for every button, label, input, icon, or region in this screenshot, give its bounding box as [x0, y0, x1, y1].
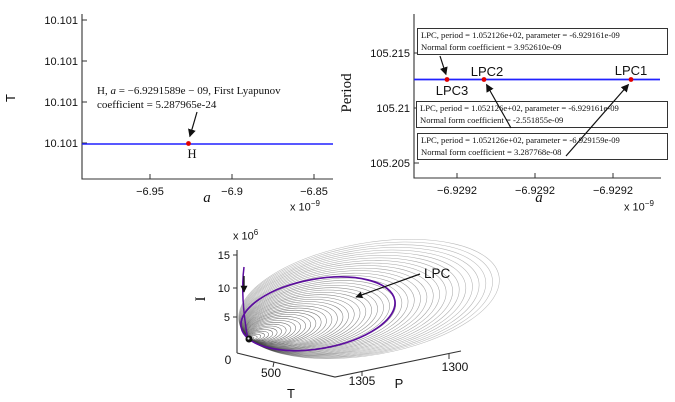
- lpc-cycle-curve: [240, 276, 396, 352]
- p-tick-1305: 1305: [349, 374, 376, 388]
- right-ytick: 105.21: [376, 103, 410, 115]
- lpc1-annotation-box: LPC, period = 1.052126e+02, parameter = …: [417, 133, 668, 160]
- lpc-continuation-plot: 105.215 105.21 105.205 −6.9292 −6.9292 −…: [339, 14, 661, 206]
- hopf-plot: 10.101 10.101 10.101 10.101 −6.95 −6.9 −…: [3, 14, 333, 206]
- left-plot-axes: [81, 14, 333, 180]
- focus-center: [247, 337, 250, 340]
- right-plot-axes: [413, 14, 661, 179]
- hopf-point-label: H: [187, 147, 196, 161]
- left-ytick: 10.101: [44, 15, 78, 27]
- i-axis-label: I: [193, 297, 209, 302]
- right-xtick: −6.9292: [593, 185, 633, 197]
- t-tick-500: 500: [261, 366, 281, 380]
- lpc1-box-line1: LPC, period = 1.052126e+02, parameter = …: [421, 135, 620, 145]
- hopf-annotation-arrow: [188, 111, 198, 138]
- origin-tick-0: 0: [225, 353, 232, 367]
- t-axis-label: T: [287, 386, 295, 401]
- right-xtick: −6.9292: [515, 185, 555, 197]
- right-ytick: 105.215: [370, 48, 410, 60]
- hopf-point-marker: [186, 141, 191, 146]
- lpc2-point-label: LPC2: [471, 64, 504, 79]
- left-x-exponent-label: x 10−9: [290, 199, 320, 214]
- lpc-cycle-annotation-label: LPC: [424, 266, 451, 281]
- trajectory-loop: [238, 241, 493, 359]
- right-x-exponent-label: x 10−9: [624, 199, 654, 214]
- lpc2-box-line1: LPC, period = 1.052126e+02, parameter = …: [420, 103, 619, 113]
- lpc3-box-line2: Normal form coefficient = 3.952610e-09: [421, 41, 562, 52]
- left-y-axis-label: T: [3, 94, 18, 102]
- trajectory-loop: [239, 247, 480, 358]
- lpc3-point-label: LPC3: [436, 83, 469, 98]
- floor-axes-lines: [236, 350, 462, 378]
- left-ytick: 10.101: [44, 97, 78, 109]
- left-ytick: 10.101: [44, 138, 78, 150]
- left-plot-tick-marks: [82, 19, 315, 179]
- right-ytick: 105.205: [370, 158, 410, 170]
- p-axis-label: P: [395, 376, 404, 391]
- right-xtick: −6.9292: [437, 185, 477, 197]
- lpc1-point-marker: [628, 77, 634, 82]
- trajectory-loop: [241, 267, 428, 354]
- i-tick-15: 15: [218, 250, 230, 262]
- i-tick-10: 10: [218, 283, 230, 295]
- trajectory-loop: [241, 270, 421, 353]
- trajectory-loop: [241, 272, 415, 353]
- hopf-annotation-line2: coefficient = 5.287965e-24: [97, 99, 217, 111]
- lpc1-point-label: LPC1: [615, 63, 648, 78]
- lpc2-point-marker: [481, 77, 487, 82]
- lpc3-point-marker: [444, 77, 450, 82]
- hopf-annotation-text: H, a = −6.9291589e − 09, First Lyapunov …: [97, 84, 281, 112]
- p-tick-1300: 1300: [442, 360, 469, 374]
- trajectory-loop: [238, 244, 487, 358]
- lpc1-box-line2: Normal form coefficient = 3.287768e-08: [421, 146, 562, 157]
- z-axis-tick-marks: [233, 254, 450, 376]
- right-y-axis-label: Period: [339, 73, 355, 113]
- lpc2-annotation-box: LPC, period = 1.052126e+02, parameter = …: [416, 101, 668, 128]
- i-axis-exponent-label: x 106: [233, 228, 259, 243]
- lpc3-box-line1: LPC, period = 1.052126e+02, parameter = …: [421, 30, 620, 40]
- variable-a: a: [110, 85, 116, 97]
- left-x-axis-label: a: [203, 190, 211, 206]
- right-x-axis-label: a: [535, 190, 543, 206]
- lpc-cycle-annotation-arrow: [355, 273, 421, 299]
- trajectory-loop: [238, 239, 500, 359]
- lpc3-annotation-box: LPC, period = 1.052126e+02, parameter = …: [417, 28, 668, 55]
- i-tick-5: 5: [224, 312, 230, 324]
- left-ytick: 10.101: [44, 56, 78, 68]
- hopf-annotation-line1: H, a = −6.9291589e − 09, First Lyapunov: [97, 85, 281, 97]
- left-xtick: −6.85: [300, 186, 328, 198]
- lpc-cycle-left-strand: [242, 266, 249, 341]
- left-xtick: −6.95: [136, 186, 164, 198]
- trajectory-loops: [238, 239, 500, 359]
- phase-portrait-3d: 15 10 5 0 500 T 1305 P 1300 I LPC: [193, 239, 500, 401]
- left-xtick: −6.9: [221, 186, 243, 198]
- lpc2-box-line2: Normal form coefficient = -2.551855e-09: [420, 114, 564, 125]
